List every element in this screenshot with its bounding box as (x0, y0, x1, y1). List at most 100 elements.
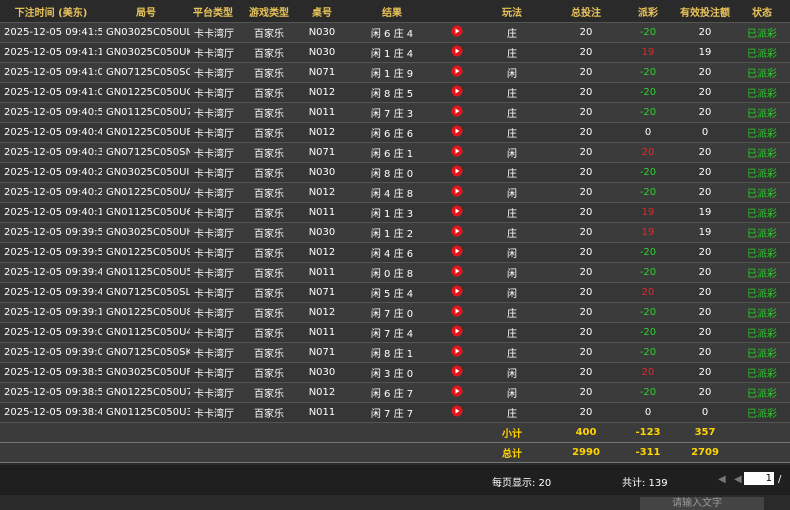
table-no: N011 (302, 262, 342, 283)
result: 闲 1 庄 2 (342, 222, 442, 243)
valid-bet: 20 (676, 142, 734, 163)
page-input[interactable]: 1 (744, 472, 774, 485)
result: 闲 7 庄 4 (342, 322, 442, 343)
platform: 卡卡湾厅 (190, 222, 236, 243)
replay-icon[interactable] (451, 225, 463, 237)
subtotal-payout: -123 (620, 422, 676, 443)
empty-cell (734, 442, 790, 463)
replay-icon[interactable] (451, 385, 463, 397)
bet-time: 2025-12-05 09:39:18 (0, 302, 102, 323)
table-no: N011 (302, 402, 342, 423)
bet-row: 2025-12-05 09:39:18 GN01225C050U8 卡卡湾厅 百家乐 N… (0, 302, 790, 323)
prev-button-2[interactable]: ◀ (734, 474, 742, 485)
round-id: GN01125C050U5 (102, 262, 190, 283)
game-type: 百家乐 (236, 82, 302, 103)
replay-icon[interactable] (451, 185, 463, 197)
result: 闲 8 庄 1 (342, 342, 442, 363)
empty-cell (302, 422, 342, 443)
replay-icon[interactable] (451, 65, 463, 77)
total-bet: 20 (552, 202, 620, 223)
play: 闲 (472, 182, 552, 203)
replay-icon[interactable] (451, 325, 463, 337)
status: 已派彩 (734, 322, 790, 343)
play: 庄 (472, 22, 552, 43)
replay-cell (442, 222, 472, 243)
replay-icon[interactable] (451, 145, 463, 157)
column-header: 有效投注额 (676, 0, 734, 23)
column-header-icon (442, 0, 472, 23)
game-type: 百家乐 (236, 362, 302, 383)
payout: 20 (620, 362, 676, 383)
round-id: GN03025C050UH (102, 222, 190, 243)
replay-icon[interactable] (451, 285, 463, 297)
replay-icon[interactable] (451, 45, 463, 57)
replay-cell (442, 282, 472, 303)
game-type: 百家乐 (236, 22, 302, 43)
result: 闲 7 庄 3 (342, 102, 442, 123)
table-no: N012 (302, 382, 342, 403)
status: 已派彩 (734, 262, 790, 283)
prev-button[interactable]: ◀ (718, 474, 726, 485)
replay-icon[interactable] (451, 205, 463, 217)
payout: -20 (620, 302, 676, 323)
valid-bet: 19 (676, 42, 734, 63)
round-id: GN01125C050U6 (102, 202, 190, 223)
replay-icon[interactable] (451, 125, 463, 137)
replay-icon[interactable] (451, 345, 463, 357)
valid-bet: 20 (676, 362, 734, 383)
platform: 卡卡湾厅 (190, 142, 236, 163)
valid-bet: 20 (676, 342, 734, 363)
total-payout: -311 (620, 442, 676, 463)
play: 闲 (472, 62, 552, 83)
payout: -20 (620, 182, 676, 203)
status: 已派彩 (734, 142, 790, 163)
bet-table: 下注时间 (美东) 局号 平台类型 游戏类型 桌号 结果 玩法 总投注 派彩 有效投注额 状态 20… (0, 0, 790, 463)
replay-icon[interactable] (451, 85, 463, 97)
table-no: N011 (302, 322, 342, 343)
valid-bet: 20 (676, 102, 734, 123)
table-body: 2025-12-05 09:41:50 GN03025C050UL 卡卡湾厅 百家乐 N… (0, 22, 790, 423)
valid-bet: 20 (676, 282, 734, 303)
game-type: 百家乐 (236, 202, 302, 223)
replay-icon[interactable] (451, 165, 463, 177)
bet-time: 2025-12-05 09:39:50 (0, 242, 102, 263)
platform: 卡卡湾厅 (190, 122, 236, 143)
table-no: N030 (302, 362, 342, 383)
table-no: N011 (302, 202, 342, 223)
play: 庄 (472, 42, 552, 63)
replay-icon[interactable] (451, 105, 463, 117)
result: 闲 3 庄 0 (342, 362, 442, 383)
platform: 卡卡湾厅 (190, 62, 236, 83)
status: 已派彩 (734, 342, 790, 363)
bet-row: 2025-12-05 09:41:02 GN01225C050UC 卡卡湾厅 百家乐 N… (0, 82, 790, 103)
platform: 卡卡湾厅 (190, 162, 236, 183)
search-input[interactable]: 请输入文字 (640, 497, 764, 510)
platform: 卡卡湾厅 (190, 42, 236, 63)
round-id: GN01225C050UA (102, 182, 190, 203)
bet-row: 2025-12-05 09:40:24 GN03025C050UI 卡卡湾厅 百家乐 N… (0, 162, 790, 183)
payout: 19 (620, 222, 676, 243)
round-id: GN01225C050U7 (102, 382, 190, 403)
total-bet: 2990 (552, 442, 620, 463)
replay-icon[interactable] (451, 25, 463, 37)
replay-icon[interactable] (451, 265, 463, 277)
empty-cell (342, 422, 442, 443)
status: 已派彩 (734, 242, 790, 263)
replay-icon[interactable] (451, 245, 463, 257)
empty-cell (236, 422, 302, 443)
column-header: 玩法 (472, 0, 552, 23)
bet-row: 2025-12-05 09:39:48 GN01125C050U5 卡卡湾厅 百家乐 N… (0, 262, 790, 283)
replay-icon[interactable] (451, 365, 463, 377)
replay-icon[interactable] (451, 405, 463, 417)
bet-row: 2025-12-05 09:38:50 GN01225C050U7 卡卡湾厅 百家乐 N… (0, 382, 790, 403)
status: 已派彩 (734, 382, 790, 403)
bet-time: 2025-12-05 09:38:44 (0, 402, 102, 423)
replay-cell (442, 322, 472, 343)
status: 已派彩 (734, 102, 790, 123)
platform: 卡卡湾厅 (190, 362, 236, 383)
column-header: 局号 (102, 0, 190, 23)
payout: -20 (620, 322, 676, 343)
empty-cell (734, 422, 790, 443)
replay-cell (442, 162, 472, 183)
replay-icon[interactable] (451, 305, 463, 317)
